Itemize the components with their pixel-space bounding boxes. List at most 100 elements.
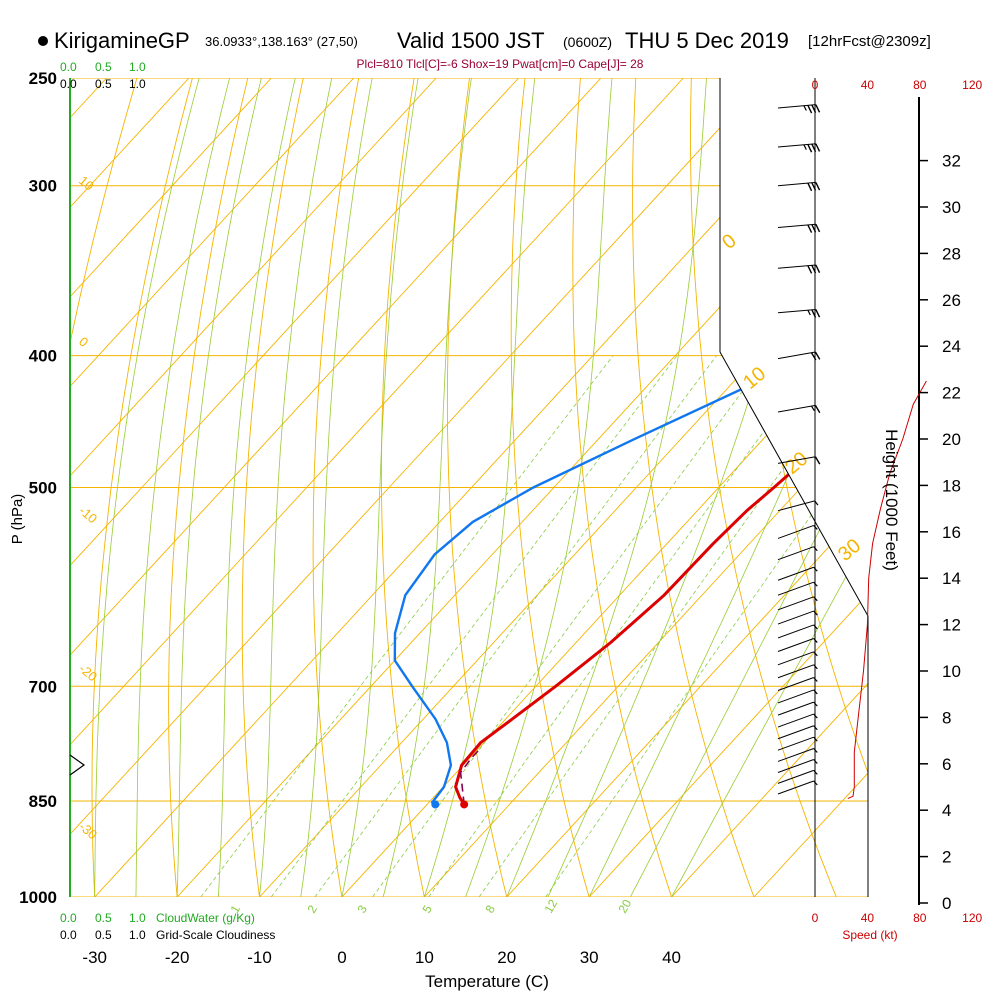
height-tick-label: 20 — [942, 430, 961, 449]
wind-barb-staff — [777, 500, 815, 512]
surface-temperature-point — [460, 800, 469, 809]
cloudiness-tick-bottom: 0.0 — [60, 928, 77, 942]
wind-barb-staff — [777, 104, 816, 109]
mixing-ratio-line — [372, 355, 770, 897]
wind-barb-staff — [777, 736, 814, 751]
wind-barb-half — [813, 780, 818, 786]
y-axis-title: P (hPa) — [9, 494, 26, 545]
dry-adiabat-label: 0 — [76, 334, 91, 350]
dry-adiabat-line — [380, 78, 425, 897]
wind-barb-half — [813, 759, 818, 764]
wind-barb — [777, 351, 821, 361]
wind-barb — [777, 143, 821, 153]
height-tick-label: 28 — [942, 244, 961, 263]
moist-adiabat-line — [506, 78, 707, 897]
dry-adiabat-line — [91, 78, 193, 897]
dry-adiabat-line — [70, 78, 138, 897]
dry-adiabat-label: 20 — [781, 448, 812, 479]
wind-barb-staff — [777, 181, 816, 187]
height-tick-label: 30 — [942, 198, 961, 217]
mixing-ratio-label: 2 — [304, 902, 320, 915]
mixing-ratio-line — [200, 355, 614, 897]
wind-barb-staff — [777, 596, 814, 611]
wind-barb-staff — [777, 725, 814, 740]
wind-barb-half — [813, 624, 818, 630]
wind-barb — [777, 596, 818, 611]
dry-adiabat-line — [241, 78, 304, 897]
pressure-tick-label: 500 — [29, 479, 57, 498]
moist-adiabat-line — [630, 78, 868, 897]
wind-barb — [777, 780, 818, 795]
wind-barb-half — [813, 566, 818, 572]
wind-barb — [777, 759, 818, 773]
wind-barb — [777, 223, 821, 233]
height-tick-label: 22 — [942, 384, 961, 403]
height-tick-label: 10 — [942, 662, 961, 681]
mixing-ratio-label: 8 — [482, 902, 498, 915]
wind-barb-half — [813, 736, 818, 742]
height-tick-label: 12 — [942, 616, 961, 635]
wind-barb — [777, 181, 821, 192]
wind-barb-flag — [815, 223, 821, 233]
wind-speed-profile — [847, 380, 927, 800]
height-tick-label: 26 — [942, 291, 961, 310]
x-tick-label: -10 — [247, 948, 272, 967]
x-tick-label: 20 — [497, 948, 516, 967]
surface-dewpoint-point — [431, 800, 440, 809]
wind-barb-staff — [777, 351, 816, 360]
wind-barb-staff — [777, 713, 814, 728]
wind-barb — [777, 264, 821, 274]
valid-date: THU 5 Dec 2019 — [625, 28, 789, 53]
wind-barb-half — [803, 144, 807, 150]
speed-tick-bottom: 80 — [913, 911, 927, 925]
station-name: KirigamineGP — [54, 28, 190, 53]
wind-barb-half — [813, 525, 818, 530]
wind-barb-half — [813, 725, 818, 731]
moist-adiabat-line — [217, 78, 296, 897]
wind-barb — [777, 736, 818, 751]
moist-adiabat-line — [341, 78, 419, 897]
isotherm-line — [70, 78, 437, 897]
wind-barb-flag — [811, 182, 817, 191]
wind-barb-staff — [777, 769, 814, 784]
wind-barb-half — [810, 405, 815, 411]
moist-adiabat-line — [94, 78, 200, 897]
wind-barb-flag — [811, 309, 817, 318]
cloud-indicator-icon — [69, 754, 86, 776]
wind-barb-staff — [777, 780, 814, 795]
dry-adiabat-line — [632, 78, 755, 897]
wind-barb-staff — [777, 223, 816, 229]
x-tick-label: 40 — [662, 948, 681, 967]
mixing-ratio-label: 3 — [354, 902, 370, 915]
wind-barb-half — [813, 713, 818, 719]
wind-barb — [777, 581, 818, 596]
height-tick-label: 2 — [942, 848, 951, 867]
wind-barb-staff — [777, 143, 816, 148]
wind-barb-flag — [814, 456, 821, 465]
wind-barb-flag — [815, 104, 821, 113]
cloudiness-tick-bottom: 1.0 — [129, 928, 146, 942]
stability-params: Plcl=810 Tlcl[C]=-6 Shox=19 Pwat[cm]=0 C… — [356, 57, 644, 71]
isotherm-line — [0, 78, 24, 897]
valid-time: Valid 1500 JST — [397, 28, 545, 53]
height-tick-label: 32 — [942, 152, 961, 171]
wind-barb-half — [813, 638, 818, 643]
wind-barb-staff — [777, 638, 814, 652]
wind-barb-half — [813, 651, 818, 657]
isotherm-line — [70, 78, 355, 897]
wind-barb-half — [813, 596, 818, 602]
isotherm-line — [588, 78, 868, 897]
speed-tick-top: 120 — [962, 78, 982, 92]
wind-barb-flag — [807, 224, 813, 233]
pressure-tick-label: 700 — [29, 677, 57, 696]
cloud-water-label: CloudWater (g/Kg) — [156, 911, 255, 925]
speed-axis-title: Speed (kt) — [842, 928, 897, 942]
pressure-tick-label: 250 — [29, 69, 57, 88]
wind-barb — [777, 713, 818, 728]
mixing-ratio-label: 12 — [541, 897, 560, 916]
wind-barb-half — [803, 105, 807, 111]
wind-barb-flag — [811, 143, 817, 153]
dry-adiabat-line — [446, 78, 508, 897]
wind-barb-staff — [777, 264, 816, 269]
wind-barb — [777, 546, 818, 561]
